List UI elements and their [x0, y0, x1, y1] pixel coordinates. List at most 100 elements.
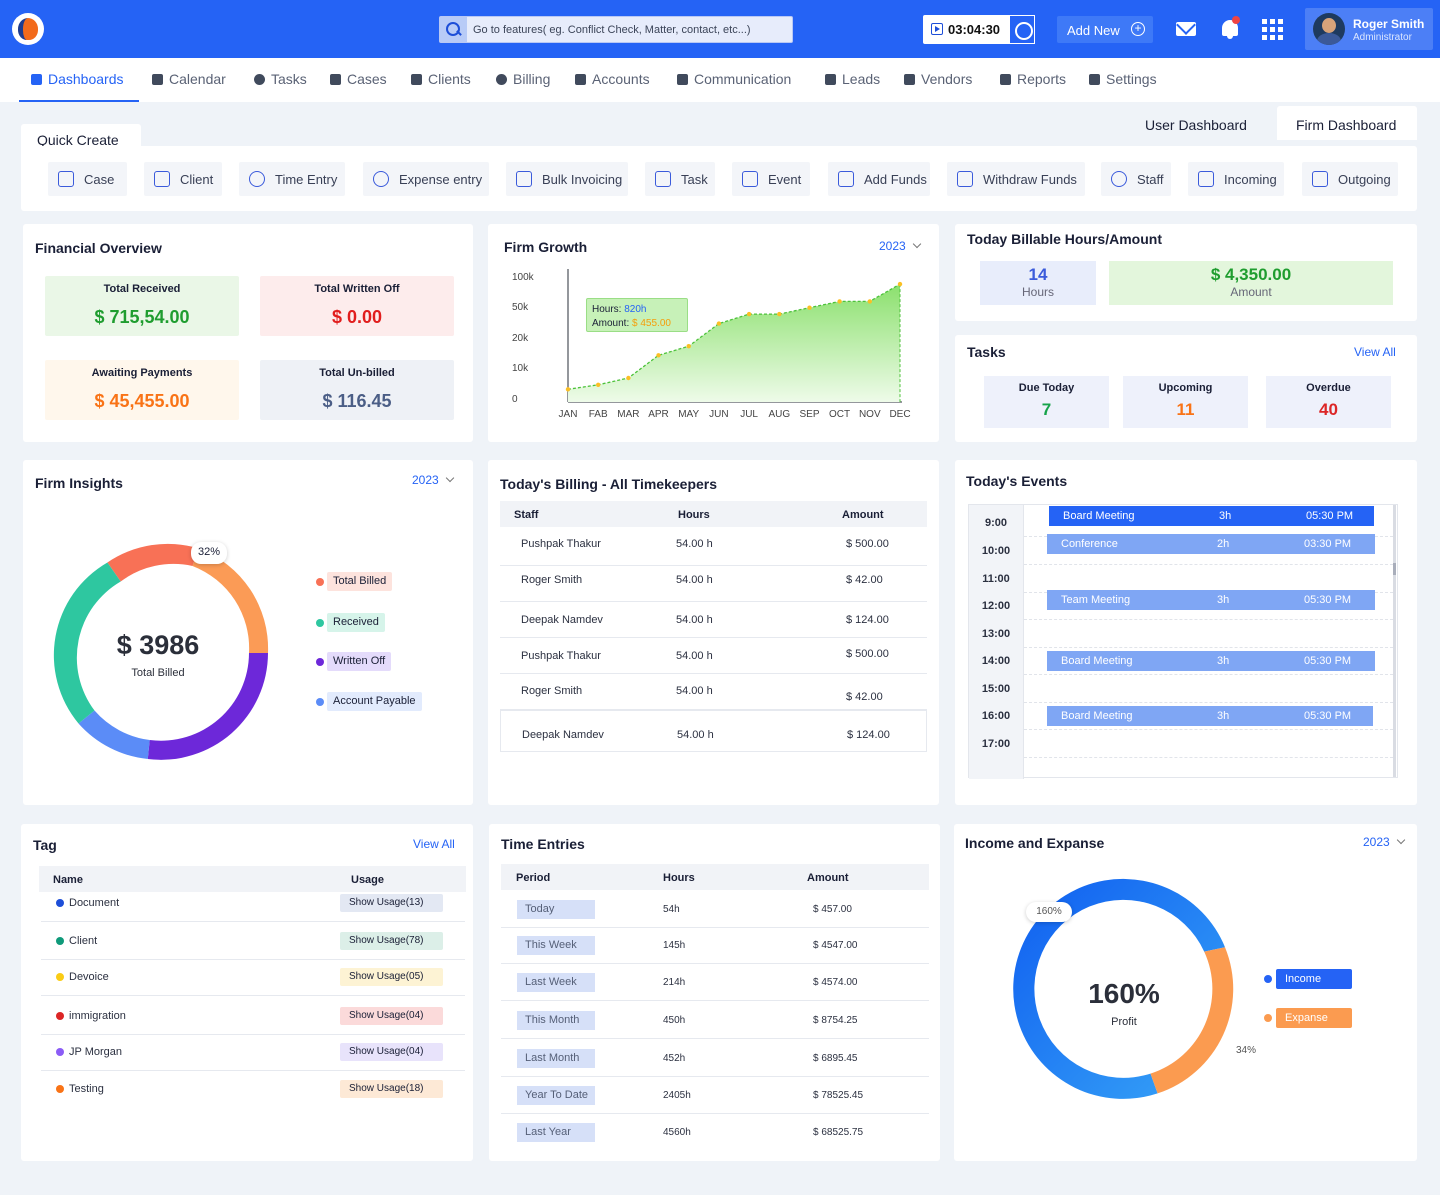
qc-expense-entry-button[interactable]: Expense entry [363, 162, 489, 196]
search-icon[interactable] [440, 17, 467, 42]
show-usage-button[interactable]: Show Usage(04) [340, 1007, 443, 1025]
user-menu[interactable]: Roger Smith Administrator [1305, 8, 1433, 50]
table-row[interactable]: Year To Date 2405h $ 78525.45 [501, 1078, 929, 1114]
qc-case-button[interactable]: Case [48, 162, 127, 196]
table-row[interactable]: Deepak Namdev 54.00 h $ 124.00 [500, 710, 927, 752]
list-check-icon [655, 171, 671, 187]
table-row[interactable]: immigration Show Usage(04) [41, 999, 465, 1035]
nav-clients[interactable]: Clients [411, 71, 471, 87]
nav-vendors[interactable]: Vendors [904, 71, 972, 87]
year-dropdown[interactable]: 2023 [1363, 835, 1404, 849]
nav-communication[interactable]: Communication [677, 71, 791, 87]
qc-bulk-invoicing-button[interactable]: Bulk Invoicing [506, 162, 628, 196]
table-row[interactable]: Roger Smith 54.00 h $ 42.00 [500, 566, 927, 602]
card-title: Income and Expanse [965, 835, 1105, 851]
data-point[interactable] [596, 382, 601, 387]
table-row[interactable]: Last Month 452h $ 6895.45 [501, 1041, 929, 1077]
event-item[interactable]: Board Meeting 3h 05:30 PM [1047, 651, 1375, 671]
add-new-button[interactable]: Add New + [1057, 16, 1153, 43]
legend-income[interactable]: Income [1276, 969, 1352, 989]
upcoming-box[interactable]: Upcoming 11 [1123, 376, 1248, 428]
qc-outgoing-button[interactable]: Outgoing [1302, 162, 1398, 196]
event-item[interactable]: Conference 2h 03:30 PM [1047, 534, 1375, 554]
legend-expanse[interactable]: Expanse [1276, 1008, 1352, 1028]
show-usage-button[interactable]: Show Usage(78) [340, 932, 443, 950]
qc-staff-button[interactable]: Staff [1101, 162, 1171, 196]
legend-dot [1264, 975, 1272, 983]
nav-calendar[interactable]: Calendar [152, 71, 226, 87]
data-point[interactable] [565, 387, 571, 392]
table-row[interactable]: This Month 450h $ 8754.25 [501, 1003, 929, 1039]
search-input[interactable]: Go to features( eg. Conflict Check, Matt… [439, 16, 793, 43]
data-point[interactable] [867, 299, 872, 304]
data-point[interactable] [746, 311, 752, 317]
data-point[interactable] [837, 299, 842, 304]
show-usage-button[interactable]: Show Usage(13) [340, 894, 443, 912]
event-item[interactable]: Team Meeting 3h 05:30 PM [1047, 590, 1375, 610]
tasks-view-all-link[interactable]: View All [1354, 345, 1396, 359]
legend-total-billed[interactable]: Total Billed [327, 572, 393, 591]
qc-time-entry-button[interactable]: Time Entry [239, 162, 345, 196]
nav-settings[interactable]: Settings [1089, 71, 1157, 87]
due-today-box[interactable]: Due Today 7 [984, 376, 1109, 428]
table-row[interactable]: JP Morgan Show Usage(04) [41, 1035, 465, 1071]
clock-icon[interactable] [1009, 15, 1035, 44]
table-row[interactable]: Testing Show Usage(18) [41, 1072, 465, 1108]
event-item[interactable]: Board Meeting 3h 05:30 PM [1047, 706, 1373, 726]
nav-cases[interactable]: Cases [330, 71, 387, 87]
qc-withdraw-funds-button[interactable]: Withdraw Funds [947, 162, 1085, 196]
table-row[interactable]: This Week 145h $ 4547.00 [501, 928, 929, 964]
mail-icon[interactable] [1176, 22, 1196, 36]
table-row[interactable]: Last Year 4560h $ 68525.75 [501, 1115, 929, 1151]
nav-reports[interactable]: Reports [1000, 71, 1066, 87]
nav-dashboards[interactable]: Dashboards [31, 71, 124, 87]
qc-task-button[interactable]: Task [645, 162, 715, 196]
year-dropdown[interactable]: 2023 [412, 473, 453, 487]
data-point[interactable] [626, 375, 631, 381]
timeline-scrollbar[interactable] [1393, 505, 1396, 777]
data-point[interactable] [777, 311, 782, 317]
data-point[interactable] [656, 353, 661, 358]
table-row[interactable]: Pushpak Thakur 54.00 h $ 500.00 [500, 638, 927, 674]
overdue-box[interactable]: Overdue 40 [1266, 376, 1391, 428]
data-point[interactable] [716, 321, 722, 326]
table-row[interactable]: Pushpak Thakur 54.00 h $ 500.00 [500, 530, 927, 566]
show-usage-button[interactable]: Show Usage(04) [340, 1043, 443, 1061]
table-row[interactable]: Last Week 214h $ 4574.00 [501, 965, 929, 1001]
data-point[interactable] [807, 305, 812, 310]
qc-client-button[interactable]: Client [144, 162, 222, 196]
legend-written-off[interactable]: Written Off [327, 652, 392, 671]
year-dropdown[interactable]: 2023 [879, 239, 920, 253]
table-row[interactable]: Deepak Namdev 54.00 h $ 124.00 [500, 602, 927, 638]
play-icon[interactable] [931, 23, 943, 35]
table-row[interactable]: Roger Smith 54.00 h $ 42.00 [500, 674, 927, 710]
apps-grid-icon[interactable] [1262, 19, 1283, 40]
table-row[interactable]: Document Show Usage(13) [41, 886, 465, 922]
tag-view-all-link[interactable]: View All [413, 837, 455, 851]
app-logo[interactable] [12, 13, 44, 45]
nav-accounts[interactable]: Accounts [575, 71, 650, 87]
card-title: Financial Overview [35, 240, 162, 256]
billing-table-header: Staff Hours Amount [500, 501, 927, 527]
show-usage-button[interactable]: Show Usage(05) [340, 968, 443, 986]
firm-insights-card: Firm Insights 2023 32% $ 3986 Total Bill… [23, 460, 473, 805]
nav-billing[interactable]: Billing [496, 71, 550, 87]
legend-received[interactable]: Received [327, 613, 385, 632]
qc-incoming-button[interactable]: Incoming [1188, 162, 1284, 196]
table-row[interactable]: Devoice Show Usage(05) [41, 960, 465, 996]
data-point[interactable] [686, 344, 691, 349]
tab-user-dashboard[interactable]: User Dashboard [1145, 117, 1247, 133]
event-item[interactable]: Board Meeting 3h 05:30 PM [1049, 506, 1374, 526]
nav-leads[interactable]: Leads [825, 71, 880, 87]
data-point[interactable] [897, 281, 903, 287]
timer-widget[interactable]: 03:04:30 [923, 15, 1035, 44]
legend-account-payable[interactable]: Account Payable [327, 692, 422, 711]
table-row[interactable]: Client Show Usage(78) [41, 924, 465, 960]
tab-firm-dashboard[interactable]: Firm Dashboard [1277, 106, 1417, 140]
show-usage-button[interactable]: Show Usage(18) [340, 1080, 443, 1098]
qc-event-button[interactable]: Event [732, 162, 810, 196]
nav-tasks[interactable]: Tasks [254, 71, 307, 87]
bell-icon[interactable] [1222, 16, 1240, 39]
qc-add-funds-button[interactable]: Add Funds [828, 162, 930, 196]
table-row[interactable]: Today 54h $ 457.00 [501, 892, 929, 928]
